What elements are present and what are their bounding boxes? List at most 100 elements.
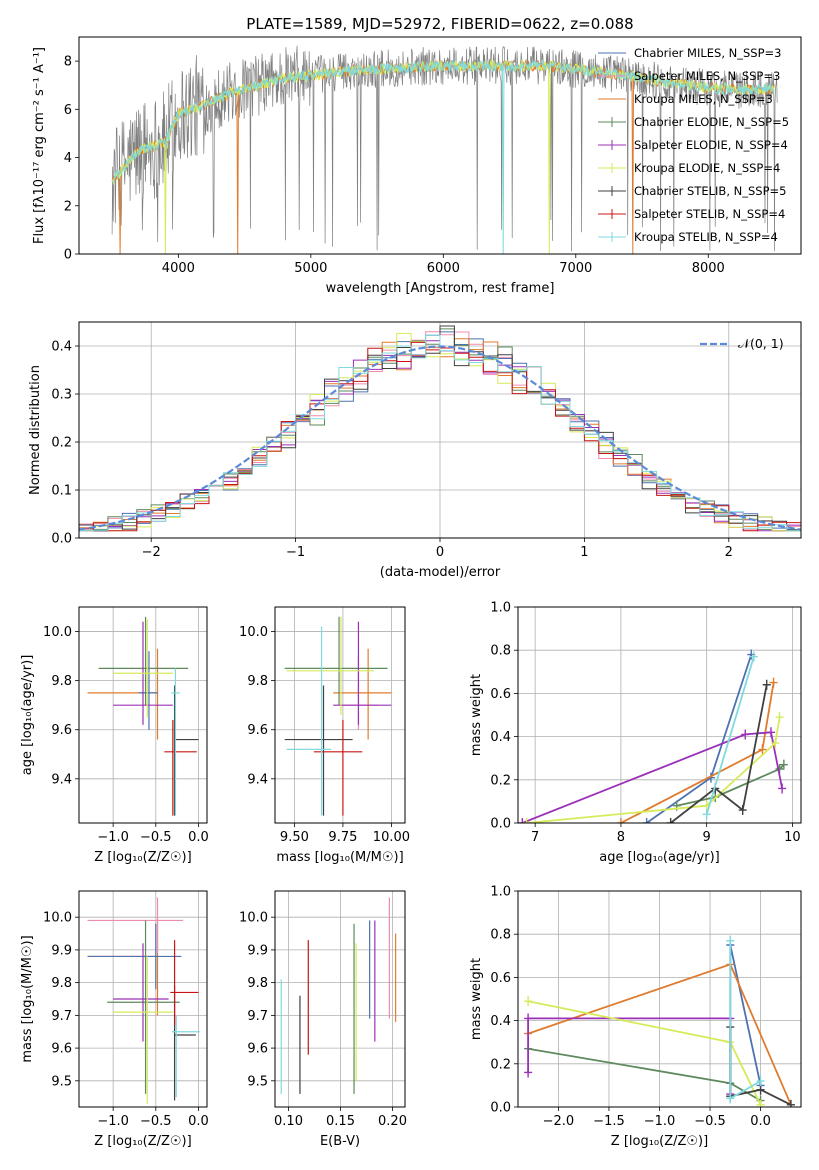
plot-area [87,897,201,1104]
axes-frame [78,321,802,539]
mass-weight-vs-age-panel: 7 8 9 10 0.0 0.2 0.4 0.6 0.8 1.0 age [log₁₀(age/yr… [469,601,802,865]
errorbar-point [286,626,332,816]
y-tick-label: 0.2 [490,1057,511,1072]
errorbar-point [286,616,374,715]
age-vs-metallicity-panel: −1.0 −0.5 0.0 9.4 9.6 9.8 10.0 Z [log₁₀(Z/Z☉)] a… [20,606,209,865]
y-tick-label: 4 [64,151,72,166]
errorbar-point [170,940,199,1026]
y-tick-label: 0 [64,248,72,263]
x-tick-label: −0.5 [140,830,172,845]
gridlines [275,891,405,1107]
plot-area [518,649,788,823]
y-tick-label: 1.0 [490,601,511,616]
y-tick-label: 6 [64,103,72,118]
ticks: −1.0 −0.5 0.0 9.4 9.6 9.8 10.0 [43,625,209,845]
mass-weight-marker [758,744,767,755]
mass-weight-marker [769,677,778,688]
x-axis-label: Z [log₁₀(Z/Z☉)] [94,1134,191,1149]
x-tick-label: −1.0 [97,830,129,845]
errorbar-point [113,619,173,718]
x-axis-label: age [log₁₀(age/yr)] [599,850,720,865]
mass-weight-marker [524,1067,533,1078]
mass-weight-marker [749,651,758,662]
mass-vs-ebv-panel: 0.10 0.15 0.20 9.5 9.6 9.7 9.8 9.9 10.0 E(B-V) [239,890,407,1149]
x-tick-label: 9.75 [328,830,357,845]
errorbar-point [113,956,173,1104]
legend-entry: Chabrier ELODIE, N_SSP=5 [634,115,789,129]
x-tick-label: 4000 [162,261,195,276]
x-tick-label: 0.10 [274,1114,303,1129]
x-axis-label: wavelength [Angstrom, rest frame] [326,281,555,296]
y-tick-label: 0.0 [490,817,511,832]
y-tick-label: 0.6 [490,971,511,986]
legend-entry: Kroupa STELIB, N_SSP=4 [634,230,778,244]
y-tick-label: 9.7 [247,1009,268,1024]
spectrum-panel: 4000 5000 6000 7000 8000 0 2 4 6 8 wavelength [Ang… [32,15,802,296]
y-tick-label: 9.4 [247,772,268,787]
x-tick-label: −1.5 [593,1114,625,1129]
y-axis-label: Normed distribution [28,365,43,495]
x-axis-label: Z [log₁₀(Z/Z☉)] [94,850,191,865]
x-tick-label: 9.50 [280,830,309,845]
y-tick-label: 9.6 [51,723,72,738]
axes-frame [274,890,406,1108]
errorbar-point [113,943,169,1042]
y-tick-label: 0.2 [51,436,72,451]
plot-area [111,45,778,254]
x-tick-label: −1 [286,545,305,560]
y-tick-label: 10.0 [239,625,268,640]
x-tick-label: 7000 [559,261,592,276]
axes-frame [78,36,802,255]
model-spectrum-line [111,59,775,254]
plot-area [87,616,199,816]
axes-frame [517,606,802,824]
x-tick-label: 0.0 [188,1114,209,1129]
y-tick-label: 9.5 [51,1074,72,1089]
y-tick-label: 9.7 [51,1009,72,1024]
y-tick-label: 10.0 [239,911,268,926]
x-tick-label: 0.15 [326,1114,355,1129]
mass-weight-marker [756,1084,765,1095]
errorbar-point [333,648,392,740]
mass-weight-marker [524,996,533,1007]
legend-entry: Salpeter STELIB, N_SSP=4 [634,207,785,221]
ticks: −2 −1 0 1 2 0.0 0.1 0.2 0.3 0.4 [51,340,733,561]
y-tick-label: 0.4 [51,340,72,355]
y-tick-label: 9.4 [51,772,72,787]
errorbar-point [171,668,180,816]
ticks: 0.10 0.15 0.20 9.5 9.6 9.7 9.8 9.9 10.0 [239,911,407,1129]
mass-weight-marker [726,1093,735,1104]
plot-area [284,616,392,816]
y-tick-label: 9.6 [51,1042,72,1057]
y-tick-label: 9.8 [247,976,268,991]
mass-weight-line [670,684,768,823]
plot-area [280,897,397,1094]
errorbar-point [87,923,182,990]
legend-entry: Salpeter MILES, N_SSP=3 [634,69,780,83]
legend-entry: Salpeter ELODIE, N_SSP=4 [634,138,788,152]
mass-weight-line [527,1047,762,1102]
x-tick-label: 1 [580,545,588,560]
x-tick-label: 10.00 [373,830,410,845]
axes-frame [78,890,208,1108]
y-tick-label: 1.0 [490,885,511,900]
x-tick-label: 2 [725,545,733,560]
y-tick-label: 0.4 [490,1014,511,1029]
y-tick-label: 0.3 [51,388,72,403]
chart-title: PLATE=1589, MJD=52972, FIBERID=0622, z=0… [246,15,633,33]
mass-weight-vs-metallicity-panel: −2.0 −1.5 −1.0 −0.5 0.0 0.0 0.2 0.4 0.6 0.8 1.0 Z [… [469,885,802,1149]
y-axis-label: mass [log₁₀(M/M☉)] [20,935,35,1062]
x-tick-label: 9 [703,830,711,845]
y-tick-label: 2 [64,199,72,214]
axes-frame [78,606,208,824]
y-axis-label: mass weight [469,958,484,1040]
mass-weight-marker [786,1099,795,1107]
y-tick-label: 9.9 [247,943,268,958]
residual-histogram-step [79,334,801,532]
errorbar-point [172,1015,201,1098]
mass-weight-marker [779,759,788,770]
age-vs-mass-panel: 9.50 9.75 10.00 9.4 9.6 9.8 10.0 mass [log₁₀(M/… [239,606,410,865]
ticks: −1.0 −0.5 0.0 9.5 9.6 9.7 9.8 9.9 10.0 [43,911,209,1129]
x-tick-label: 0.20 [378,1114,407,1129]
x-tick-label: 0 [436,545,444,560]
